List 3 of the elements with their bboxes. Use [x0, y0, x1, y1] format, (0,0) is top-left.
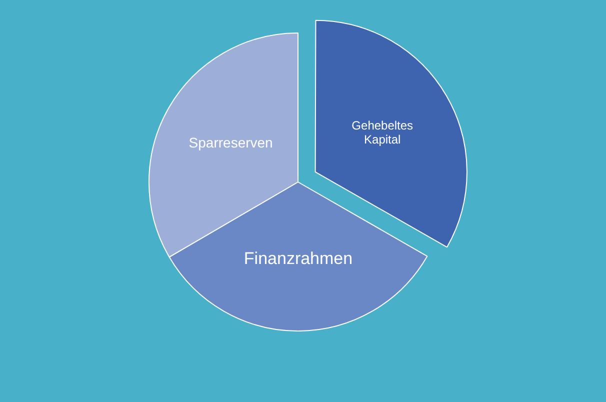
- slice-label: Finanzrahmen: [244, 249, 353, 268]
- slice-label: Gehebeltes Kapital: [352, 118, 414, 147]
- slice-label: Sparreserven: [188, 134, 273, 150]
